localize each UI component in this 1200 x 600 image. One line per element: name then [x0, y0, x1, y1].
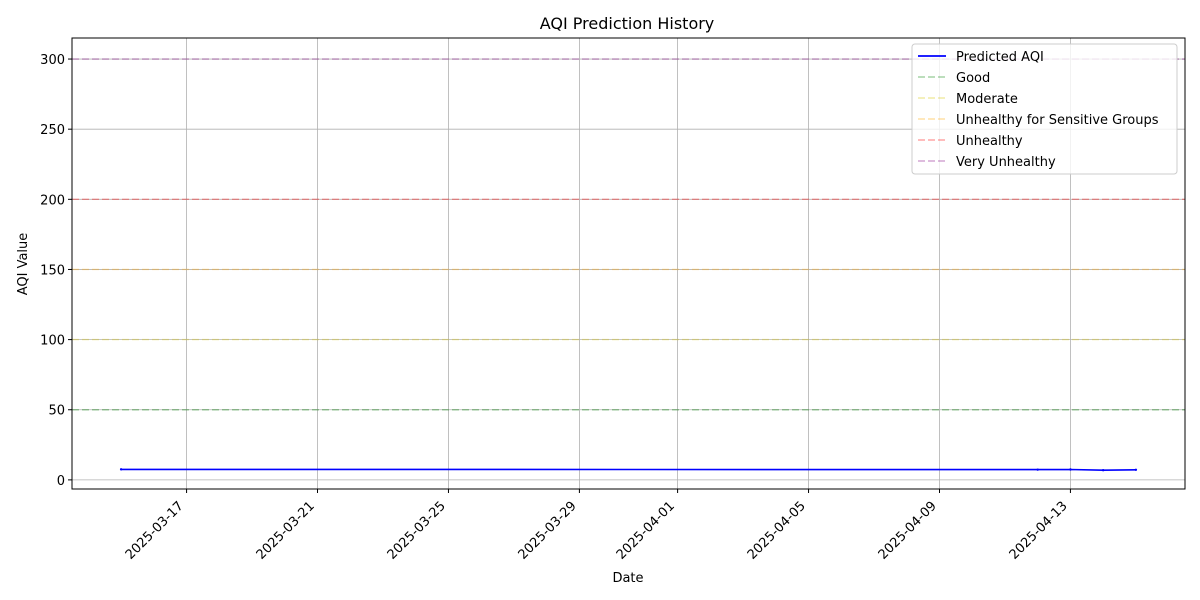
y-tick-label: 300 [40, 53, 65, 68]
legend-label: Unhealthy for Sensitive Groups [956, 113, 1159, 128]
y-tick-label: 250 [40, 123, 65, 138]
legend-label: Good [956, 71, 990, 86]
y-axis-ticks: 0 50 100 150 200 250 300 [40, 53, 72, 489]
y-tick-label: 100 [40, 334, 65, 349]
y-tick-label: 50 [48, 404, 65, 419]
x-axis-label: Date [612, 571, 643, 586]
legend-box [911, 43, 1178, 175]
plot-frame [71, 37, 1186, 490]
y-tick-label: 200 [40, 193, 65, 208]
series-line [121, 468, 1136, 472]
data-point [1134, 468, 1138, 471]
legend: Predicted AQI Good Moderate Unhealthy for S… [911, 43, 1178, 175]
data-point [1069, 468, 1072, 471]
legend-label: Moderate [956, 92, 1018, 107]
legend-label: Very Unhealthy [956, 155, 1056, 170]
threshold-lines [72, 58, 1185, 411]
data-point [119, 468, 123, 471]
series-layer [119, 468, 1138, 472]
legend-label: Unhealthy [956, 134, 1023, 149]
data-point [1101, 469, 1105, 472]
legend-label: Predicted AQI [956, 50, 1044, 65]
chart-title: AQI Prediction History [540, 14, 715, 33]
y-tick-label: 150 [40, 263, 65, 278]
y-tick-label: 0 [57, 474, 65, 489]
data-point [1036, 468, 1039, 471]
y-axis-label: AQI Value [16, 233, 31, 296]
